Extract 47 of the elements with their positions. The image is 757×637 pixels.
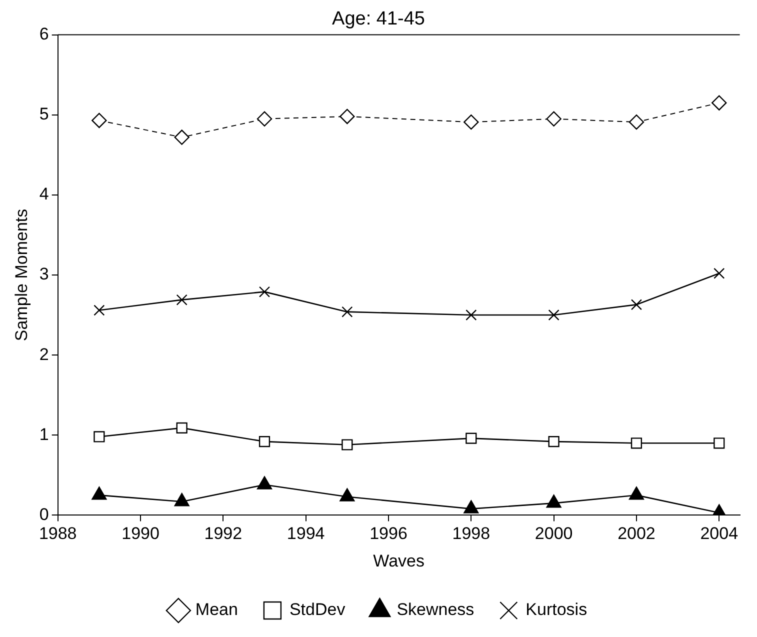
y-tick-label: 4 [39, 184, 49, 204]
point [714, 268, 725, 279]
x-tick-label: 1992 [204, 524, 242, 544]
y-tick-label: 5 [39, 104, 49, 124]
x-tick-label: 1996 [370, 524, 408, 544]
x-axis-title: Waves [373, 551, 424, 570]
x-tick-label: 1998 [452, 524, 490, 544]
point [630, 299, 642, 310]
point [548, 309, 560, 321]
point [548, 436, 560, 448]
point [176, 294, 188, 306]
legend-label: Kurtosis [526, 600, 588, 620]
y-tick-label: 0 [39, 504, 49, 524]
x-tick-label: 2002 [618, 524, 656, 544]
point [714, 438, 725, 449]
x-tick-label: 2004 [700, 524, 738, 544]
x-tick-label: 2000 [534, 524, 573, 544]
point [630, 438, 642, 449]
point [628, 114, 644, 130]
point [176, 422, 188, 434]
legend-label: Skewness [396, 600, 474, 620]
x-tick-label: 1990 [122, 524, 160, 544]
x-tick-label: 1988 [38, 524, 77, 544]
point [94, 431, 105, 442]
point [464, 114, 479, 130]
point [256, 111, 272, 126]
y-tick-label: 6 [39, 24, 49, 44]
point [466, 432, 477, 444]
y-tick-label: 1 [39, 424, 49, 444]
y-tick-label: 2 [39, 344, 49, 364]
y-tick-label: 3 [39, 264, 49, 284]
point [342, 306, 353, 318]
point [94, 304, 105, 316]
point [174, 130, 190, 145]
point [258, 436, 270, 448]
chart-title: Age: 41-45 [332, 8, 425, 30]
legend-label: StdDev [289, 600, 346, 620]
point [466, 309, 477, 321]
point [546, 111, 562, 126]
point [340, 108, 355, 124]
point [92, 112, 107, 128]
legend-label: Mean [195, 600, 238, 620]
point [258, 286, 270, 298]
point [342, 439, 353, 450]
x-tick-label: 1994 [286, 524, 325, 544]
point [712, 95, 727, 110]
y-axis-title: Sample Moments [12, 208, 31, 342]
